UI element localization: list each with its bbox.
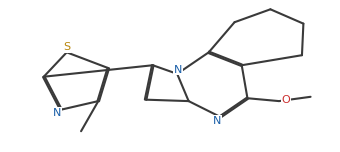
Text: N: N	[213, 116, 222, 126]
Text: N: N	[52, 108, 61, 118]
Text: N: N	[174, 65, 182, 74]
Text: S: S	[63, 42, 70, 52]
Text: O: O	[282, 95, 291, 105]
